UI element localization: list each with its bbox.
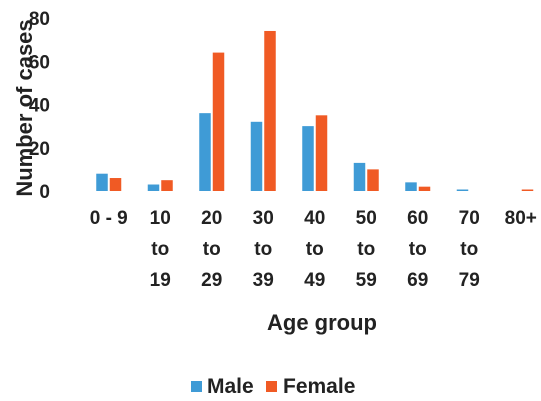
male-bar (96, 173, 108, 191)
y-tick-label: 80 (29, 9, 50, 30)
female-bar (264, 30, 276, 191)
x-tick-label: 70 (459, 208, 480, 229)
x-tick-label: 50 (356, 208, 377, 229)
y-tick-label: 0 (39, 182, 50, 203)
x-tick-label: to (306, 239, 324, 260)
x-tick-label: 19 (150, 270, 171, 291)
male-bar (147, 184, 160, 191)
y-axis-title: Number of cases (12, 19, 37, 196)
x-tick-label: 20 (201, 208, 222, 229)
female-bar (521, 189, 534, 191)
male-bar (405, 182, 417, 191)
x-tick-label: 60 (407, 208, 428, 229)
male-legend-label: Male (207, 375, 254, 398)
y-axis-ticks: 0 20 40 60 80 (29, 9, 50, 203)
female-bar (367, 169, 379, 191)
x-tick-label: 49 (304, 270, 325, 291)
x-tick-label: 39 (253, 270, 274, 291)
male-bar (199, 113, 211, 191)
female-legend-label: Female (283, 375, 355, 398)
x-axis-ticks: 0 - 9 10 to 19 20 to 29 30 to 39 40 to 49 50 to 59 60 to 6… (90, 208, 537, 291)
x-tick-label: to (254, 239, 272, 260)
male-bar (456, 189, 469, 191)
x-tick-label: 80+ (505, 208, 537, 229)
x-tick-label: 79 (459, 270, 480, 291)
female-bar (161, 180, 173, 191)
x-tick-label: 10 (150, 208, 171, 229)
x-tick-label: 0 - 9 (90, 208, 128, 229)
y-tick-label: 20 (29, 139, 50, 160)
x-tick-label: to (151, 239, 169, 260)
female-bar (212, 52, 225, 191)
x-tick-label: 59 (356, 270, 377, 291)
male-legend-swatch (191, 381, 202, 392)
x-tick-label: 29 (201, 270, 222, 291)
x-axis-title: Age group (267, 310, 377, 335)
bars (96, 30, 534, 191)
x-tick-label: 30 (253, 208, 274, 229)
y-tick-label: 60 (29, 52, 50, 73)
male-bar (302, 126, 314, 191)
male-bar (250, 121, 263, 191)
female-bar (315, 115, 328, 191)
x-tick-label: to (357, 239, 375, 260)
x-tick-label: 40 (304, 208, 325, 229)
x-tick-label: to (409, 239, 427, 260)
male-bar (353, 162, 366, 191)
x-tick-label: to (203, 239, 221, 260)
x-tick-label: 69 (407, 270, 428, 291)
legend: Male Female (191, 375, 355, 398)
female-bar (109, 178, 122, 191)
female-bar (418, 186, 431, 191)
x-tick-label: to (460, 239, 478, 260)
female-legend-swatch (266, 381, 277, 392)
y-tick-label: 40 (29, 96, 50, 117)
